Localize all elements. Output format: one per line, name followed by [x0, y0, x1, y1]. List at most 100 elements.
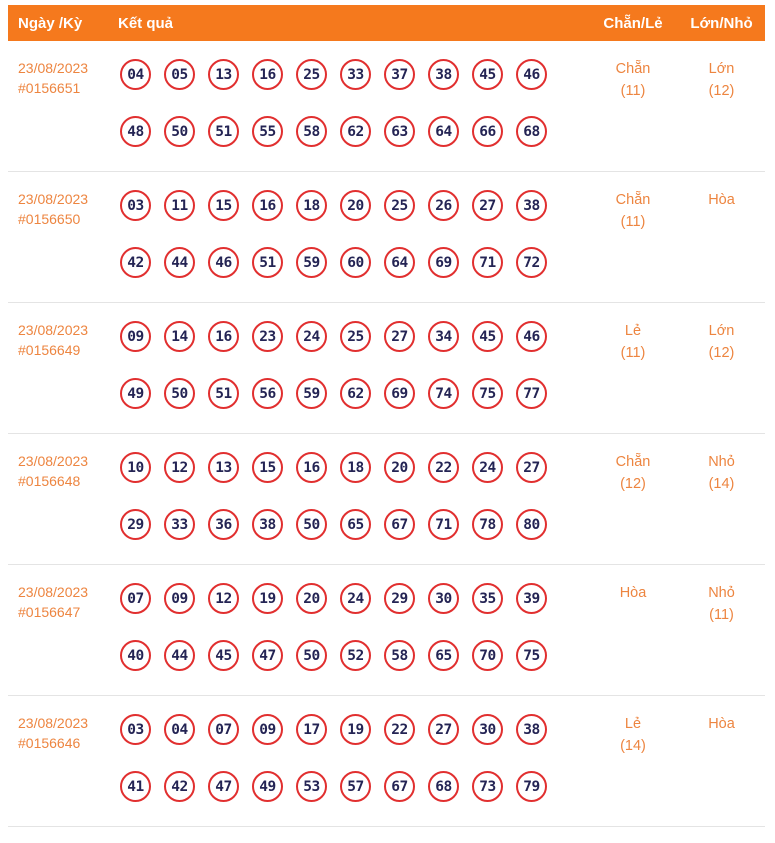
- number-ball: 20: [340, 190, 371, 221]
- result-row: 23/08/2023 #0156651 04 05 13 16 25 33 37 38 45 46…: [8, 41, 765, 172]
- draw-id: #0156650: [18, 211, 81, 227]
- evenodd-count: (12): [620, 476, 646, 492]
- number-ball: 16: [252, 190, 283, 221]
- number-ball: 09: [252, 714, 283, 745]
- number-ball: 50: [164, 378, 195, 409]
- draw-id: #0156648: [18, 473, 81, 489]
- draw-date-cell: 23/08/2023 #0156649: [8, 303, 108, 433]
- number-ball: 65: [340, 509, 371, 540]
- number-ball: 46: [516, 59, 547, 90]
- evenodd-value: Hòa: [619, 585, 647, 601]
- number-ball: 41: [120, 771, 151, 802]
- number-ball: 69: [384, 378, 415, 409]
- evenodd-value: Lẻ: [624, 323, 642, 339]
- number-ball: 64: [428, 116, 459, 147]
- number-ball: 38: [252, 509, 283, 540]
- bigsmall-cell: Hòa: [678, 172, 765, 302]
- evenodd-count: (11): [620, 214, 646, 230]
- number-ball: 49: [252, 771, 283, 802]
- number-ball: 39: [516, 583, 547, 614]
- number-ball: 51: [252, 247, 283, 278]
- number-ball: 20: [296, 583, 327, 614]
- number-ball: 03: [120, 190, 151, 221]
- number-ball: 45: [208, 640, 239, 671]
- number-ball: 15: [208, 190, 239, 221]
- number-ball: 25: [296, 59, 327, 90]
- bigsmall-value: Hòa: [708, 192, 735, 208]
- number-ball: 05: [164, 59, 195, 90]
- draw-date: 23/08/2023: [18, 715, 89, 731]
- number-ball: 25: [384, 190, 415, 221]
- number-ball: 11: [164, 190, 195, 221]
- numbers-cell: 04 05 13 16 25 33 37 38 45 46 48 50 51 55 58 62 63 64 66 6…: [108, 41, 588, 171]
- number-ball: 23: [252, 321, 283, 352]
- number-ball: 64: [384, 247, 415, 278]
- numbers-cell: 03 11 15 16 18 20 25 26 27 38 42 44 46 51 59 60 64 69 71 7…: [108, 172, 588, 302]
- number-ball: 17: [296, 714, 327, 745]
- number-ball: 72: [516, 247, 547, 278]
- numbers-cell: 07 09 12 19 20 24 29 30 35 39 40 44 45 47 50 52 58 65 70 7…: [108, 565, 588, 695]
- number-ball: 27: [472, 190, 503, 221]
- number-ball: 44: [164, 640, 195, 671]
- bigsmall-value: Lớn: [708, 61, 735, 77]
- number-ball: 04: [120, 59, 151, 90]
- number-ball: 47: [208, 771, 239, 802]
- bigsmall-cell: Lớn (12): [678, 41, 765, 171]
- bigsmall-count: (14): [708, 476, 735, 492]
- number-ball: 36: [208, 509, 239, 540]
- result-row: 23/08/2023 #0156649 09 14 16 23 24 25 27 34 45 46…: [8, 303, 765, 434]
- result-row: 23/08/2023 #0156648 10 12 13 15 16 18 20 22 24 27…: [8, 434, 765, 565]
- bigsmall-cell: Lớn (12): [678, 303, 765, 433]
- number-ball: 04: [164, 714, 195, 745]
- number-ball: 69: [428, 247, 459, 278]
- number-ball: 33: [340, 59, 371, 90]
- keno-results-table: Ngày /Kỳ Kết quả Chẵn/Lẻ Lớn/Nhỏ 23/08/2…: [8, 5, 765, 827]
- number-ball: 65: [428, 640, 459, 671]
- number-ball: 47: [252, 640, 283, 671]
- number-ball: 38: [516, 714, 547, 745]
- number-ball: 16: [252, 59, 283, 90]
- numbers-line-1: 03 04 07 09 17 19 22 27 30 38: [108, 714, 588, 745]
- draw-date: 23/08/2023: [18, 191, 89, 207]
- number-ball: 50: [164, 116, 195, 147]
- number-ball: 45: [472, 59, 503, 90]
- bigsmall-cell: Hòa: [678, 696, 765, 826]
- result-row: 23/08/2023 #0156647 07 09 12 19 20 24 29 30 35 39…: [8, 565, 765, 696]
- draw-date-cell: 23/08/2023 #0156651: [8, 41, 108, 171]
- bigsmall-value: Hòa: [708, 716, 735, 732]
- evenodd-value: Chẵn: [615, 192, 651, 208]
- bigsmall-count: (11): [709, 607, 734, 623]
- numbers-line-1: 03 11 15 16 18 20 25 26 27 38: [108, 190, 588, 221]
- number-ball: 77: [516, 378, 547, 409]
- number-ball: 62: [340, 116, 371, 147]
- number-ball: 26: [428, 190, 459, 221]
- evenodd-value: Chẵn: [615, 454, 651, 470]
- number-ball: 19: [252, 583, 283, 614]
- number-ball: 24: [296, 321, 327, 352]
- number-ball: 46: [208, 247, 239, 278]
- number-ball: 70: [472, 640, 503, 671]
- draw-date-cell: 23/08/2023 #0156647: [8, 565, 108, 695]
- number-ball: 51: [208, 116, 239, 147]
- evenodd-value: Lẻ: [624, 716, 642, 732]
- number-ball: 67: [384, 771, 415, 802]
- number-ball: 10: [120, 452, 151, 483]
- draw-date-cell: 23/08/2023 #0156650: [8, 172, 108, 302]
- number-ball: 53: [296, 771, 327, 802]
- number-ball: 57: [340, 771, 371, 802]
- number-ball: 73: [472, 771, 503, 802]
- draw-id: #0156647: [18, 604, 81, 620]
- bigsmall-value: Lớn: [708, 323, 735, 339]
- evenodd-cell: Chẵn (11): [588, 172, 678, 302]
- number-ball: 29: [120, 509, 151, 540]
- number-ball: 18: [340, 452, 371, 483]
- number-ball: 48: [120, 116, 151, 147]
- numbers-cell: 09 14 16 23 24 25 27 34 45 46 49 50 51 56 59 62 69 74 75 7…: [108, 303, 588, 433]
- evenodd-cell: Chẵn (12): [588, 434, 678, 564]
- number-ball: 12: [164, 452, 195, 483]
- number-ball: 58: [384, 640, 415, 671]
- evenodd-cell: Lẻ (14): [588, 696, 678, 826]
- draw-date-cell: 23/08/2023 #0156648: [8, 434, 108, 564]
- bigsmall-cell: Nhỏ (14): [678, 434, 765, 564]
- draw-date-cell: 23/08/2023 #0156646: [8, 696, 108, 826]
